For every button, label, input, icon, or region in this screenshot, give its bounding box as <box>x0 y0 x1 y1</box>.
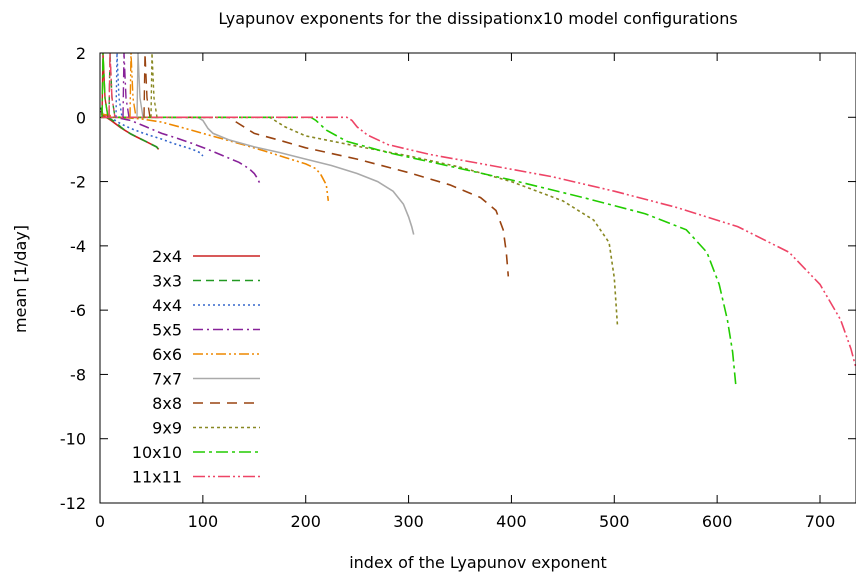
y-tick-label: -6 <box>70 301 86 320</box>
plot-frame <box>99 52 856 504</box>
legend-label-8x8: 8x8 <box>152 394 182 413</box>
y-tick-label: -2 <box>70 173 86 192</box>
series-line-7x7 <box>101 116 415 235</box>
x-tick-label: 700 <box>805 512 836 531</box>
legend-label-9x9: 9x9 <box>152 419 182 438</box>
x-tick-label: 400 <box>496 512 527 531</box>
series-spike-11x11 <box>108 53 116 118</box>
series-lines <box>100 107 856 385</box>
y-tick-label: -10 <box>60 430 86 449</box>
legend-label-6x6: 6x6 <box>152 345 182 364</box>
x-tick-label: 100 <box>188 512 219 531</box>
y-tick-label: -4 <box>70 237 86 256</box>
chart-title: Lyapunov exponents for the dissipationx1… <box>218 9 737 28</box>
series-line-11x11 <box>101 116 856 369</box>
y-tick-label: 2 <box>76 44 86 63</box>
y-tick-label: -8 <box>70 365 86 384</box>
x-tick-label: 0 <box>95 512 105 531</box>
series-spike-6x6 <box>129 53 137 118</box>
legend-label-11x11: 11x11 <box>132 468 182 487</box>
x-tick-label: 200 <box>290 512 321 531</box>
series-spike-10x10 <box>101 53 109 118</box>
series-spike-5x5 <box>122 53 130 118</box>
series-line-10x10 <box>101 116 737 385</box>
initial-spikes <box>101 53 158 118</box>
legend-label-4x4: 4x4 <box>152 296 182 315</box>
series-line-6x6 <box>100 113 330 201</box>
series-line-4x4 <box>100 111 204 157</box>
y-tick-label: -12 <box>60 494 86 513</box>
series-spike-9x9 <box>150 53 158 118</box>
legend-label-10x10: 10x10 <box>132 443 182 462</box>
series-spike-4x4 <box>115 53 123 118</box>
legend: 2x4 3x3 4x4 5x5 6x6 7x7 8x8 9x9 10x10 11x11 <box>132 247 260 487</box>
legend-label-3x3: 3x3 <box>152 272 182 291</box>
axis-ticks <box>99 52 856 504</box>
tick-labels: 0 100 200 300 400 500 600 700 2 0 -2 -4 -6 -8 -10 -12 <box>60 44 835 531</box>
series-line-5x5 <box>100 113 262 186</box>
legend-label-2x4: 2x4 <box>152 247 182 266</box>
y-tick-label: 0 <box>76 108 86 127</box>
legend-label-7x7: 7x7 <box>152 370 182 389</box>
x-tick-label: 600 <box>702 512 733 531</box>
x-tick-label: 300 <box>393 512 424 531</box>
legend-label-5x5: 5x5 <box>152 321 182 340</box>
series-spike-7x7 <box>136 53 144 118</box>
series-line-9x9 <box>101 116 619 325</box>
x-axis-label: index of the Lyapunov exponent <box>349 553 607 572</box>
series-spike-8x8 <box>143 53 151 118</box>
x-tick-label: 500 <box>599 512 630 531</box>
y-axis-label: mean [1/day] <box>11 225 30 333</box>
